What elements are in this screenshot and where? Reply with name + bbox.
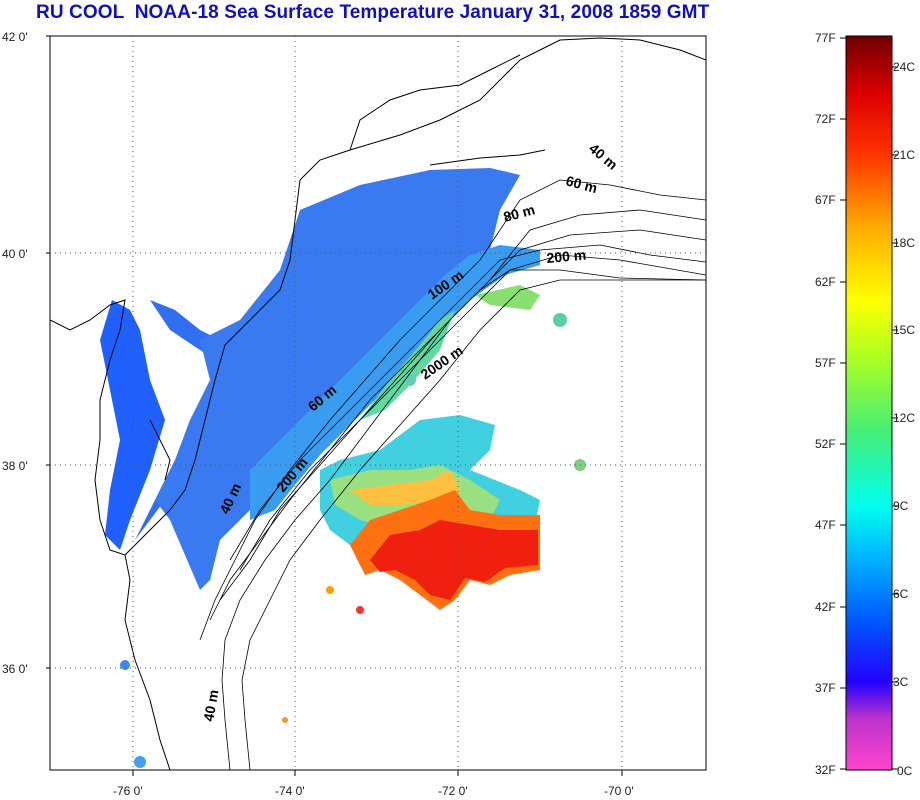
lat-label: 36 0' [2,662,28,676]
colorbar-c-label: 24C [893,60,915,74]
colorbar-c-label: 18C [893,236,915,250]
contour-label: 200 m [546,247,587,266]
bathymetry-contours [199,179,706,770]
colorbar-f-label: 62F [815,275,836,289]
sst-patches [100,168,586,768]
lat-label: 42 0' [2,30,28,44]
colorbar-c-label: 15C [893,323,915,337]
colorbar-f-label: 77F [815,31,836,45]
colorbar-f-label: 72F [815,112,836,126]
colorbar-f-label: 32F [815,763,836,777]
contour-label: 40 m [200,688,221,722]
colorbar-gradient [845,35,893,771]
colorbar-c-label: 3C [893,675,909,689]
colorbar-c-label: 9C [893,499,909,513]
colorbar-f-label: 67F [815,193,836,207]
contour-label: 80 m [502,201,537,225]
latitude-labels: 42 0' 40 0' 38 0' 36 0' [2,30,28,676]
colorbar-f-label: 42F [815,600,836,614]
map-title: RU COOL NOAA-18 Sea Surface Temperature … [36,2,710,23]
longitude-labels: -76 0' -74 0' -72 0' -70 0' [113,784,634,798]
coastline [50,37,706,770]
colorbar: 77F 72F 67F 62F 57F 52F 47F 42F 37F 32F … [815,31,915,778]
colorbar-c-label: 21C [893,148,915,162]
lat-label: 40 0' [2,247,28,261]
lon-label: -74 0' [275,784,305,798]
colorbar-f-label: 47F [815,518,836,532]
lon-label: -70 0' [604,784,634,798]
axis-ticks [46,35,623,776]
lon-label: -72 0' [438,784,468,798]
contour-label: 60 m [564,172,599,196]
lat-label: 38 0' [2,459,28,473]
colorbar-f-label: 52F [815,437,836,451]
colorbar-f-label: 57F [815,356,836,370]
colorbar-c-label: 12C [893,411,915,425]
colorbar-c-label: 6C [893,587,909,601]
colorbar-c-label: 0C [897,764,913,778]
lon-label: -76 0' [113,784,143,798]
colorbar-f-label: 37F [815,681,836,695]
